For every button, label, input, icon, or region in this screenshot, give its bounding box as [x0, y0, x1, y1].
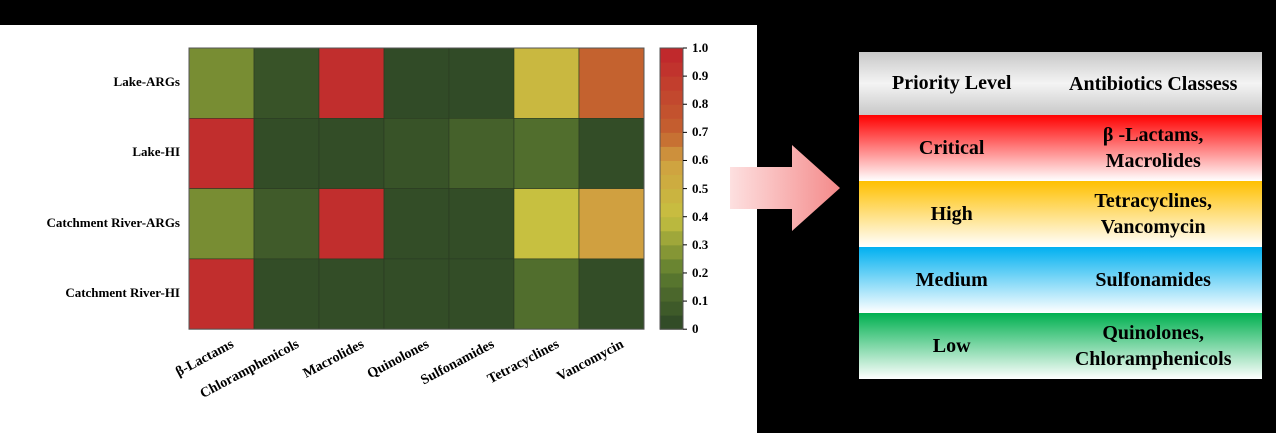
colorbar-segment	[660, 48, 683, 63]
colorbar-segment	[660, 118, 683, 133]
table-row-critical: Critical β -Lactams, Macrolides	[859, 115, 1262, 181]
colorbar-segment	[660, 62, 683, 77]
colorbar-tick-label: 0.6	[692, 152, 709, 168]
antibiotic-class: Quinolones,	[1102, 322, 1205, 344]
heatmap-cell	[578, 188, 645, 260]
heatmap-frame	[188, 47, 645, 330]
row-label: Lake-ARGs	[113, 74, 180, 90]
colorbar-segment	[660, 174, 683, 190]
heatmap-cell	[578, 258, 645, 330]
colorbar-tick-label: 0.3	[692, 236, 709, 252]
heatmap-cell	[253, 188, 320, 260]
header-priority-level: Priority Level	[891, 72, 1012, 94]
colorbar-segment	[660, 132, 683, 147]
colorbar-segment	[660, 202, 683, 218]
antibiotic-classes: Sulfonamides	[1044, 267, 1262, 293]
colorbar-tick-label: 0.7	[692, 124, 709, 140]
heatmap-cell	[318, 118, 385, 189]
colorbar-segment	[660, 104, 683, 119]
arrow-icon	[730, 145, 840, 231]
heatmap-cell	[253, 47, 320, 119]
colorbar-segment	[660, 216, 683, 232]
colorbar-tick-label: 1.0	[692, 40, 709, 55]
row-label: Lake-HI	[132, 144, 180, 160]
colorbar-tick-label: 0.1	[692, 293, 709, 309]
antibiotic-class: Tetracyclines,	[1094, 190, 1212, 212]
colorbar-segment	[660, 76, 683, 91]
heatmap-cell	[383, 118, 450, 189]
colorbar-tick-label: 0.8	[692, 96, 709, 112]
heatmap-cell	[578, 47, 645, 119]
colorbar-segment	[660, 258, 683, 274]
colorbar-tick-label: 0	[692, 321, 699, 337]
antibiotic-class: Sulfonamides	[1095, 269, 1211, 291]
colorbar-segment	[660, 188, 683, 204]
heatmap-cell	[513, 47, 580, 119]
heatmap-cell	[513, 188, 580, 260]
heatmap-cell	[253, 258, 320, 330]
priority-level: High	[930, 202, 973, 225]
heatmap-panel: 1.0 0.9 0.8 0.7 0.6 0.5 0.4 0.3 0.2 0.1 0 Lake-ARGs…	[0, 25, 757, 433]
heatmap-cell	[188, 188, 255, 260]
heatmap-cell	[448, 188, 515, 260]
header-antibiotic-classes: Antibiotics Classess	[1069, 72, 1238, 95]
heatmap-cell	[578, 118, 645, 189]
row-label: Catchment River-HI	[65, 285, 180, 301]
colorbar-segment	[660, 230, 683, 246]
antibiotic-classes: β -Lactams, Macrolides	[1044, 122, 1262, 174]
heatmap	[188, 47, 687, 330]
colorbar-segment	[660, 90, 683, 105]
heatmap-cell	[318, 258, 385, 330]
table-row-high: High Tetracyclines, Vancomycin	[859, 181, 1262, 247]
heatmap-cell	[383, 47, 450, 119]
heatmap-cell	[448, 47, 515, 119]
colorbar-tick-label: 0.9	[692, 68, 709, 84]
antibiotic-class: Vancomycin	[1100, 216, 1206, 238]
heatmap-cell	[318, 47, 385, 119]
colorbar-tick-label: 0.5	[692, 180, 709, 196]
colorbar-tick-label: 0.2	[692, 264, 709, 280]
heatmap-cell	[448, 258, 515, 330]
colorbar-segment	[660, 244, 683, 260]
colorbar-segment	[660, 315, 683, 330]
priority-table: Priority Level Antibiotics Classess Crit…	[859, 52, 1262, 379]
colorbar-segment	[660, 146, 683, 161]
antibiotic-class: β -Lactams,	[1102, 124, 1204, 146]
row-label: Catchment River-ARGs	[46, 214, 180, 230]
heatmap-cell	[188, 258, 255, 330]
colorbar-segment	[660, 301, 683, 316]
antibiotic-classes: Tetracyclines, Vancomycin	[1044, 188, 1262, 240]
antibiotic-classes: Quinolones, Chloramphenicols	[1044, 320, 1262, 372]
heatmap-cell	[448, 118, 515, 189]
colorbar-segment	[660, 287, 683, 302]
heatmap-cell	[513, 258, 580, 330]
heatmap-cell	[253, 118, 320, 189]
priority-level: Critical	[918, 136, 985, 159]
priority-level: Low	[932, 334, 971, 357]
heatmap-cell	[188, 47, 255, 119]
colorbar-segment	[660, 160, 683, 176]
antibiotic-class: Chloramphenicols	[1074, 348, 1232, 370]
heatmap-cell	[318, 188, 385, 260]
heatmap-cell	[188, 118, 255, 189]
table-row-low: Low Quinolones, Chloramphenicols	[859, 313, 1262, 379]
heatmap-cell	[513, 118, 580, 189]
table-row-medium: Medium Sulfonamides	[859, 247, 1262, 313]
heatmap-cell	[383, 188, 450, 260]
colorbar-tick-label: 0.4	[692, 208, 709, 224]
colorbar-segment	[660, 272, 683, 288]
heatmap-cell	[383, 258, 450, 330]
priority-level: Medium	[915, 268, 988, 291]
table-header: Priority Level Antibiotics Classess	[859, 52, 1262, 115]
antibiotic-class: Macrolides	[1105, 150, 1201, 172]
